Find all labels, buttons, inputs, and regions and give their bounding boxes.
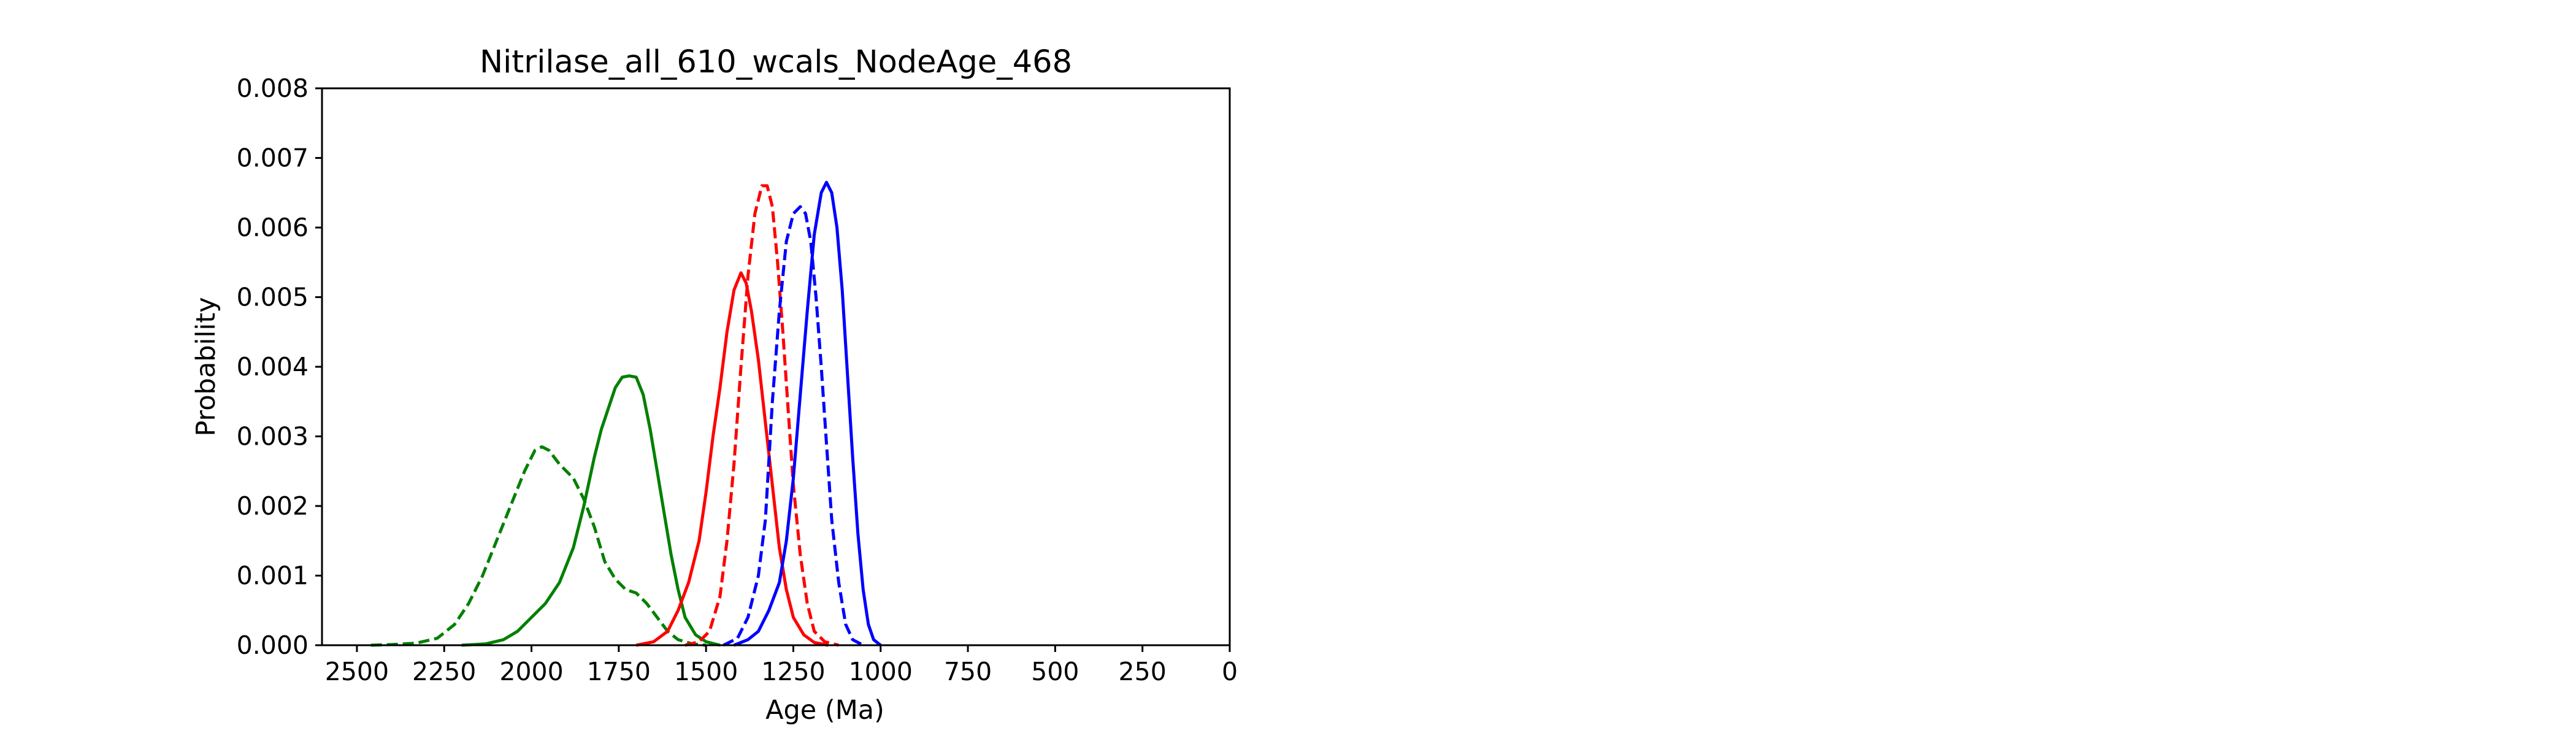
x-tick-label: 1250 [761, 657, 825, 686]
x-tick-label: 2000 [499, 657, 563, 686]
y-tick-label: 0.005 [237, 283, 309, 312]
x-tick-label: 1000 [849, 657, 913, 686]
x-tick-label: 2500 [325, 657, 389, 686]
y-tick-label: 0.008 [237, 74, 309, 103]
x-axis: 2500 2250 2000 1750 1500 1250 1000 750 500 250 0 [325, 645, 1238, 686]
series-line-2 [635, 271, 829, 647]
x-tick-label: 250 [1119, 657, 1167, 686]
x-tick-label: 1500 [674, 657, 738, 686]
y-tick-label: 0.003 [237, 422, 309, 451]
series-line-5 [733, 180, 882, 647]
x-tick-label: 0 [1222, 657, 1238, 686]
series-line-1 [461, 374, 721, 647]
x-tick-label: 750 [944, 657, 992, 686]
y-tick-label: 0.007 [237, 144, 309, 173]
x-tick-label: 500 [1031, 657, 1079, 686]
y-axis-label: Probability [191, 297, 221, 436]
y-axis: 0.000 0.001 0.002 0.003 0.004 0.005 0.006 0.007… [237, 74, 322, 660]
series-line-3 [684, 184, 840, 647]
y-tick-label: 0.000 [237, 631, 309, 660]
x-axis-label: Age (Ma) [765, 695, 884, 726]
y-tick-label: 0.001 [237, 561, 309, 591]
y-tick-label: 0.004 [237, 352, 309, 381]
series-layer [370, 180, 882, 647]
series-line-0 [370, 445, 707, 647]
y-tick-label: 0.002 [237, 491, 309, 521]
chart-title: Nitrilase_all_610_wcals_NodeAge_468 [480, 44, 1072, 80]
x-tick-label: 1750 [587, 657, 651, 686]
y-tick-label: 0.006 [237, 213, 309, 242]
x-tick-label: 2250 [412, 657, 476, 686]
